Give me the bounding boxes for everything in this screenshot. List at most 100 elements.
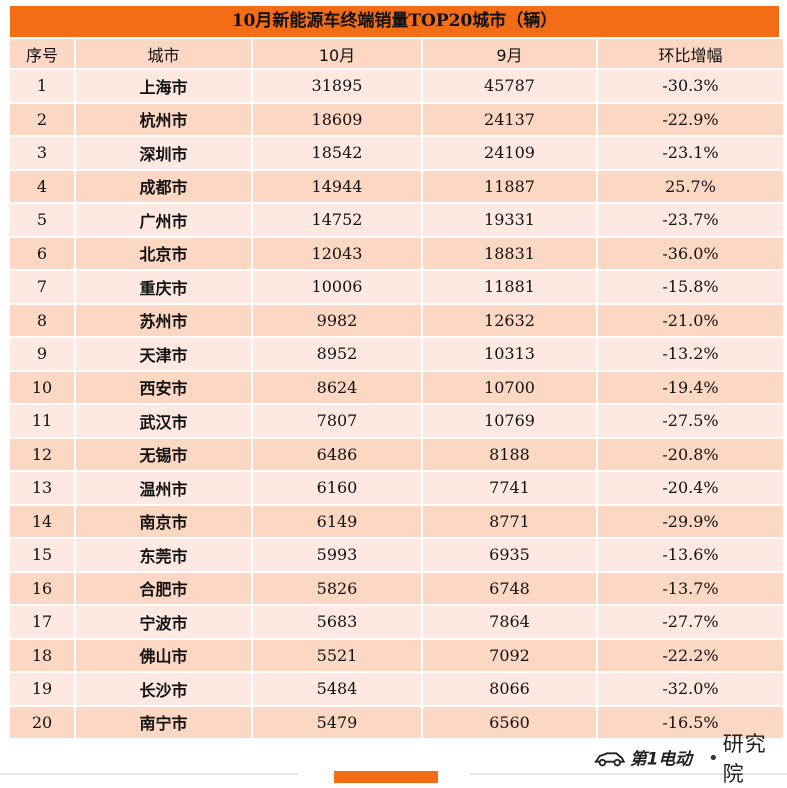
- cell-city: 北京市: [76, 237, 251, 269]
- cell-september: 10769: [423, 405, 596, 437]
- header-mom-change: 环比增幅: [598, 39, 783, 68]
- cell-october: 5683: [253, 606, 421, 638]
- cell-october: 18609: [253, 103, 421, 135]
- cell-mom-change: -20.4%: [598, 472, 783, 504]
- cell-october: 8952: [253, 338, 421, 370]
- sales-table-panel: 10月新能源车终端销量TOP20城市（辆） 序号 城市 10月 9月 环比增幅 …: [10, 6, 783, 740]
- table-row: 3 深圳市 18542 24109 -23.1%: [10, 137, 783, 169]
- cell-city: 天津市: [76, 338, 251, 370]
- cell-city: 成都市: [76, 170, 251, 202]
- cell-city: 上海市: [76, 70, 251, 102]
- cell-september: 12632: [423, 304, 596, 336]
- cell-october: 5993: [253, 539, 421, 571]
- cell-september: 6935: [423, 539, 596, 571]
- car-icon: [594, 752, 626, 767]
- table-row: 14 南京市 6149 8771 -29.9%: [10, 505, 783, 537]
- table-title: 10月新能源车终端销量TOP20城市（辆）: [10, 6, 779, 37]
- table-row: 12 无锡市 6486 8188 -20.8%: [10, 438, 783, 470]
- cell-mom-change: -20.8%: [598, 438, 783, 470]
- cell-index: 11: [10, 405, 74, 437]
- table-row: 6 北京市 12043 18831 -36.0%: [10, 237, 783, 269]
- footer-divider-left: [0, 773, 298, 775]
- cell-index: 20: [10, 706, 74, 738]
- table-row: 2 杭州市 18609 24137 -22.9%: [10, 103, 783, 135]
- cell-october: 6486: [253, 438, 421, 470]
- cell-mom-change: -22.2%: [598, 639, 783, 671]
- cell-october: 14752: [253, 204, 421, 236]
- cell-city: 南京市: [76, 505, 251, 537]
- logo-suffix: 研究院: [722, 732, 767, 786]
- cell-index: 18: [10, 639, 74, 671]
- cell-index: 17: [10, 606, 74, 638]
- cell-index: 8: [10, 304, 74, 336]
- cell-mom-change: -13.2%: [598, 338, 783, 370]
- cell-september: 8771: [423, 505, 596, 537]
- cell-city: 合肥市: [76, 572, 251, 604]
- cell-september: 45787: [423, 70, 596, 102]
- cell-october: 5484: [253, 673, 421, 705]
- cell-index: 4: [10, 170, 74, 202]
- cell-city: 无锡市: [76, 438, 251, 470]
- cell-index: 14: [10, 505, 74, 537]
- logo-separator: •: [708, 747, 719, 769]
- cell-september: 6748: [423, 572, 596, 604]
- table-row: 15 东莞市 5993 6935 -13.6%: [10, 539, 783, 571]
- sales-table: 序号 城市 10月 9月 环比增幅 1 上海市 31895 45787 -30.3% 2 杭…: [8, 37, 785, 740]
- cell-october: 6149: [253, 505, 421, 537]
- header-september: 9月: [423, 39, 596, 68]
- cell-city: 苏州市: [76, 304, 251, 336]
- cell-city: 广州市: [76, 204, 251, 236]
- cell-mom-change: -23.7%: [598, 204, 783, 236]
- cell-mom-change: -19.4%: [598, 371, 783, 403]
- cell-mom-change: -27.7%: [598, 606, 783, 638]
- table-row: 10 西安市 8624 10700 -19.4%: [10, 371, 783, 403]
- cell-mom-change: -27.5%: [598, 405, 783, 437]
- cell-september: 18831: [423, 237, 596, 269]
- cell-city: 深圳市: [76, 137, 251, 169]
- cell-september: 19331: [423, 204, 596, 236]
- cell-october: 14944: [253, 170, 421, 202]
- cell-october: 31895: [253, 70, 421, 102]
- table-row: 11 武汉市 7807 10769 -27.5%: [10, 405, 783, 437]
- cell-october: 7807: [253, 405, 421, 437]
- cell-september: 10313: [423, 338, 596, 370]
- cell-mom-change: -21.0%: [598, 304, 783, 336]
- cell-index: 6: [10, 237, 74, 269]
- footer-accent-bar: [334, 771, 438, 783]
- table-row: 19 长沙市 5484 8066 -32.0%: [10, 673, 783, 705]
- footer-divider-right: [470, 773, 787, 775]
- cell-mom-change: -30.3%: [598, 70, 783, 102]
- header-october: 10月: [253, 39, 421, 68]
- cell-index: 5: [10, 204, 74, 236]
- cell-mom-change: 25.7%: [598, 170, 783, 202]
- table-row: 20 南宁市 5479 6560 -16.5%: [10, 706, 783, 738]
- cell-city: 武汉市: [76, 405, 251, 437]
- cell-index: 10: [10, 371, 74, 403]
- cell-september: 11881: [423, 271, 596, 303]
- cell-september: 7092: [423, 639, 596, 671]
- cell-city: 重庆市: [76, 271, 251, 303]
- table-row: 4 成都市 14944 11887 25.7%: [10, 170, 783, 202]
- cell-mom-change: -15.8%: [598, 271, 783, 303]
- cell-september: 24137: [423, 103, 596, 135]
- cell-mom-change: -36.0%: [598, 237, 783, 269]
- cell-september: 6560: [423, 706, 596, 738]
- cell-index: 15: [10, 539, 74, 571]
- cell-october: 10006: [253, 271, 421, 303]
- cell-mom-change: -13.6%: [598, 539, 783, 571]
- cell-index: 19: [10, 673, 74, 705]
- table-row: 17 宁波市 5683 7864 -27.7%: [10, 606, 783, 638]
- cell-mom-change: -29.9%: [598, 505, 783, 537]
- cell-index: 3: [10, 137, 74, 169]
- cell-october: 6160: [253, 472, 421, 504]
- cell-city: 宁波市: [76, 606, 251, 638]
- cell-city: 温州市: [76, 472, 251, 504]
- brand-wordmark: 第1电动: [630, 749, 694, 769]
- cell-october: 9982: [253, 304, 421, 336]
- cell-october: 18542: [253, 137, 421, 169]
- table-row: 7 重庆市 10006 11881 -15.8%: [10, 271, 783, 303]
- cell-september: 7864: [423, 606, 596, 638]
- cell-september: 10700: [423, 371, 596, 403]
- cell-mom-change: -22.9%: [598, 103, 783, 135]
- header-index: 序号: [10, 39, 74, 68]
